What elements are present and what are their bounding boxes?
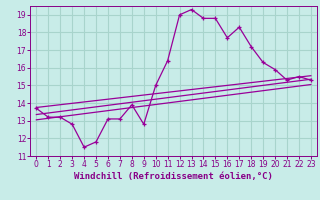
X-axis label: Windchill (Refroidissement éolien,°C): Windchill (Refroidissement éolien,°C) [74, 172, 273, 181]
